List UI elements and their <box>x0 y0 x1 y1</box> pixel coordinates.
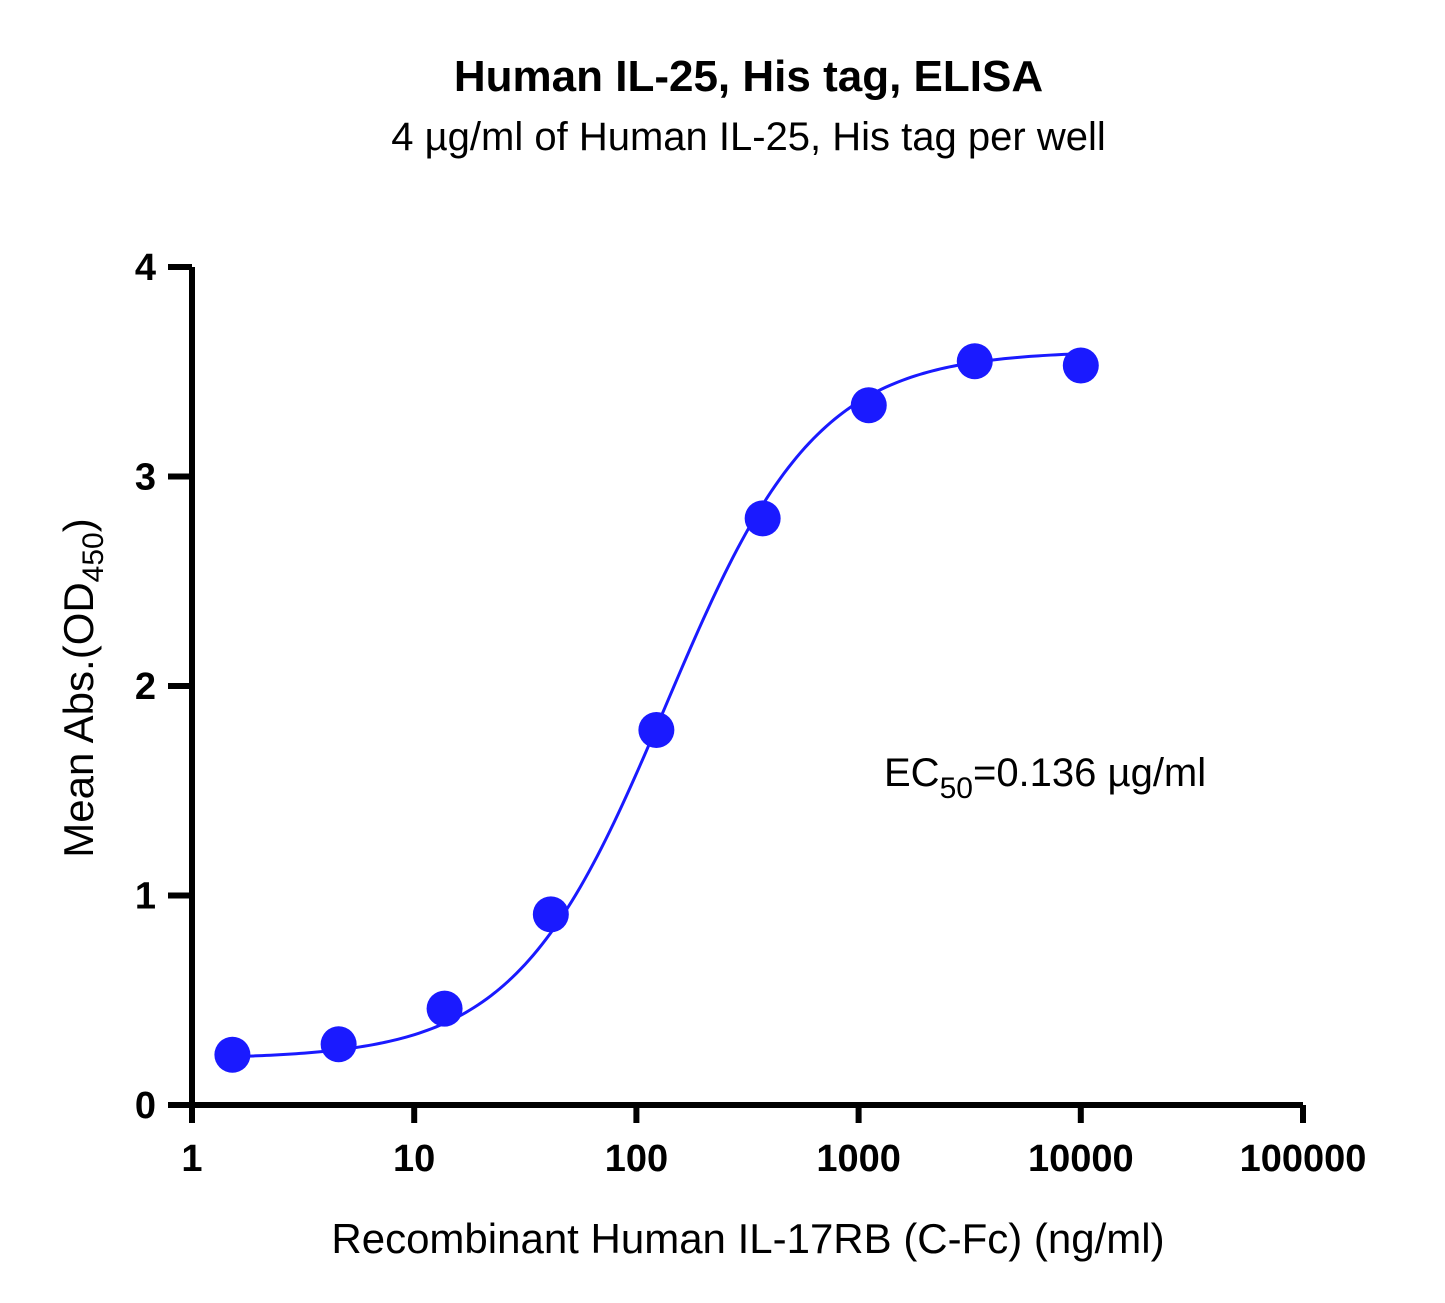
data-point <box>1062 347 1099 384</box>
data-point <box>956 343 993 380</box>
x-tick-label: 1 <box>181 1138 202 1180</box>
data-point <box>426 990 463 1027</box>
y-tick-label: 1 <box>135 876 156 918</box>
data-point <box>744 500 781 537</box>
chart-subtitle: 4 µg/ml of Human IL-25, His tag per well <box>391 115 1106 159</box>
y-tick-label: 2 <box>135 666 156 708</box>
data-point <box>638 711 675 748</box>
y-tick-label: 0 <box>135 1085 156 1127</box>
fit-curve <box>232 352 1081 1059</box>
x-tick-label: 100 <box>605 1138 668 1180</box>
data-point <box>850 387 887 424</box>
y-tick-label: 3 <box>135 457 156 499</box>
y-axis-label: Mean Abs.(OD450) <box>55 518 110 858</box>
chart-title: Human IL-25, His tag, ELISA <box>453 52 1044 101</box>
data-point <box>532 896 569 933</box>
x-axis-label: Recombinant Human IL-17RB (C-Fc) (ng/ml) <box>331 1215 1164 1262</box>
data-point <box>214 1036 251 1073</box>
ec50-annotation: EC50=0.136 µg/ml <box>884 751 1206 805</box>
data-point <box>320 1026 357 1063</box>
data-points <box>214 343 1099 1073</box>
y-tick-label: 4 <box>135 247 156 289</box>
x-tick-label: 10000 <box>1028 1138 1134 1180</box>
x-tick-label: 100000 <box>1240 1138 1367 1180</box>
x-tick-label: 10 <box>393 1138 435 1180</box>
x-tick-label: 1000 <box>816 1138 901 1180</box>
